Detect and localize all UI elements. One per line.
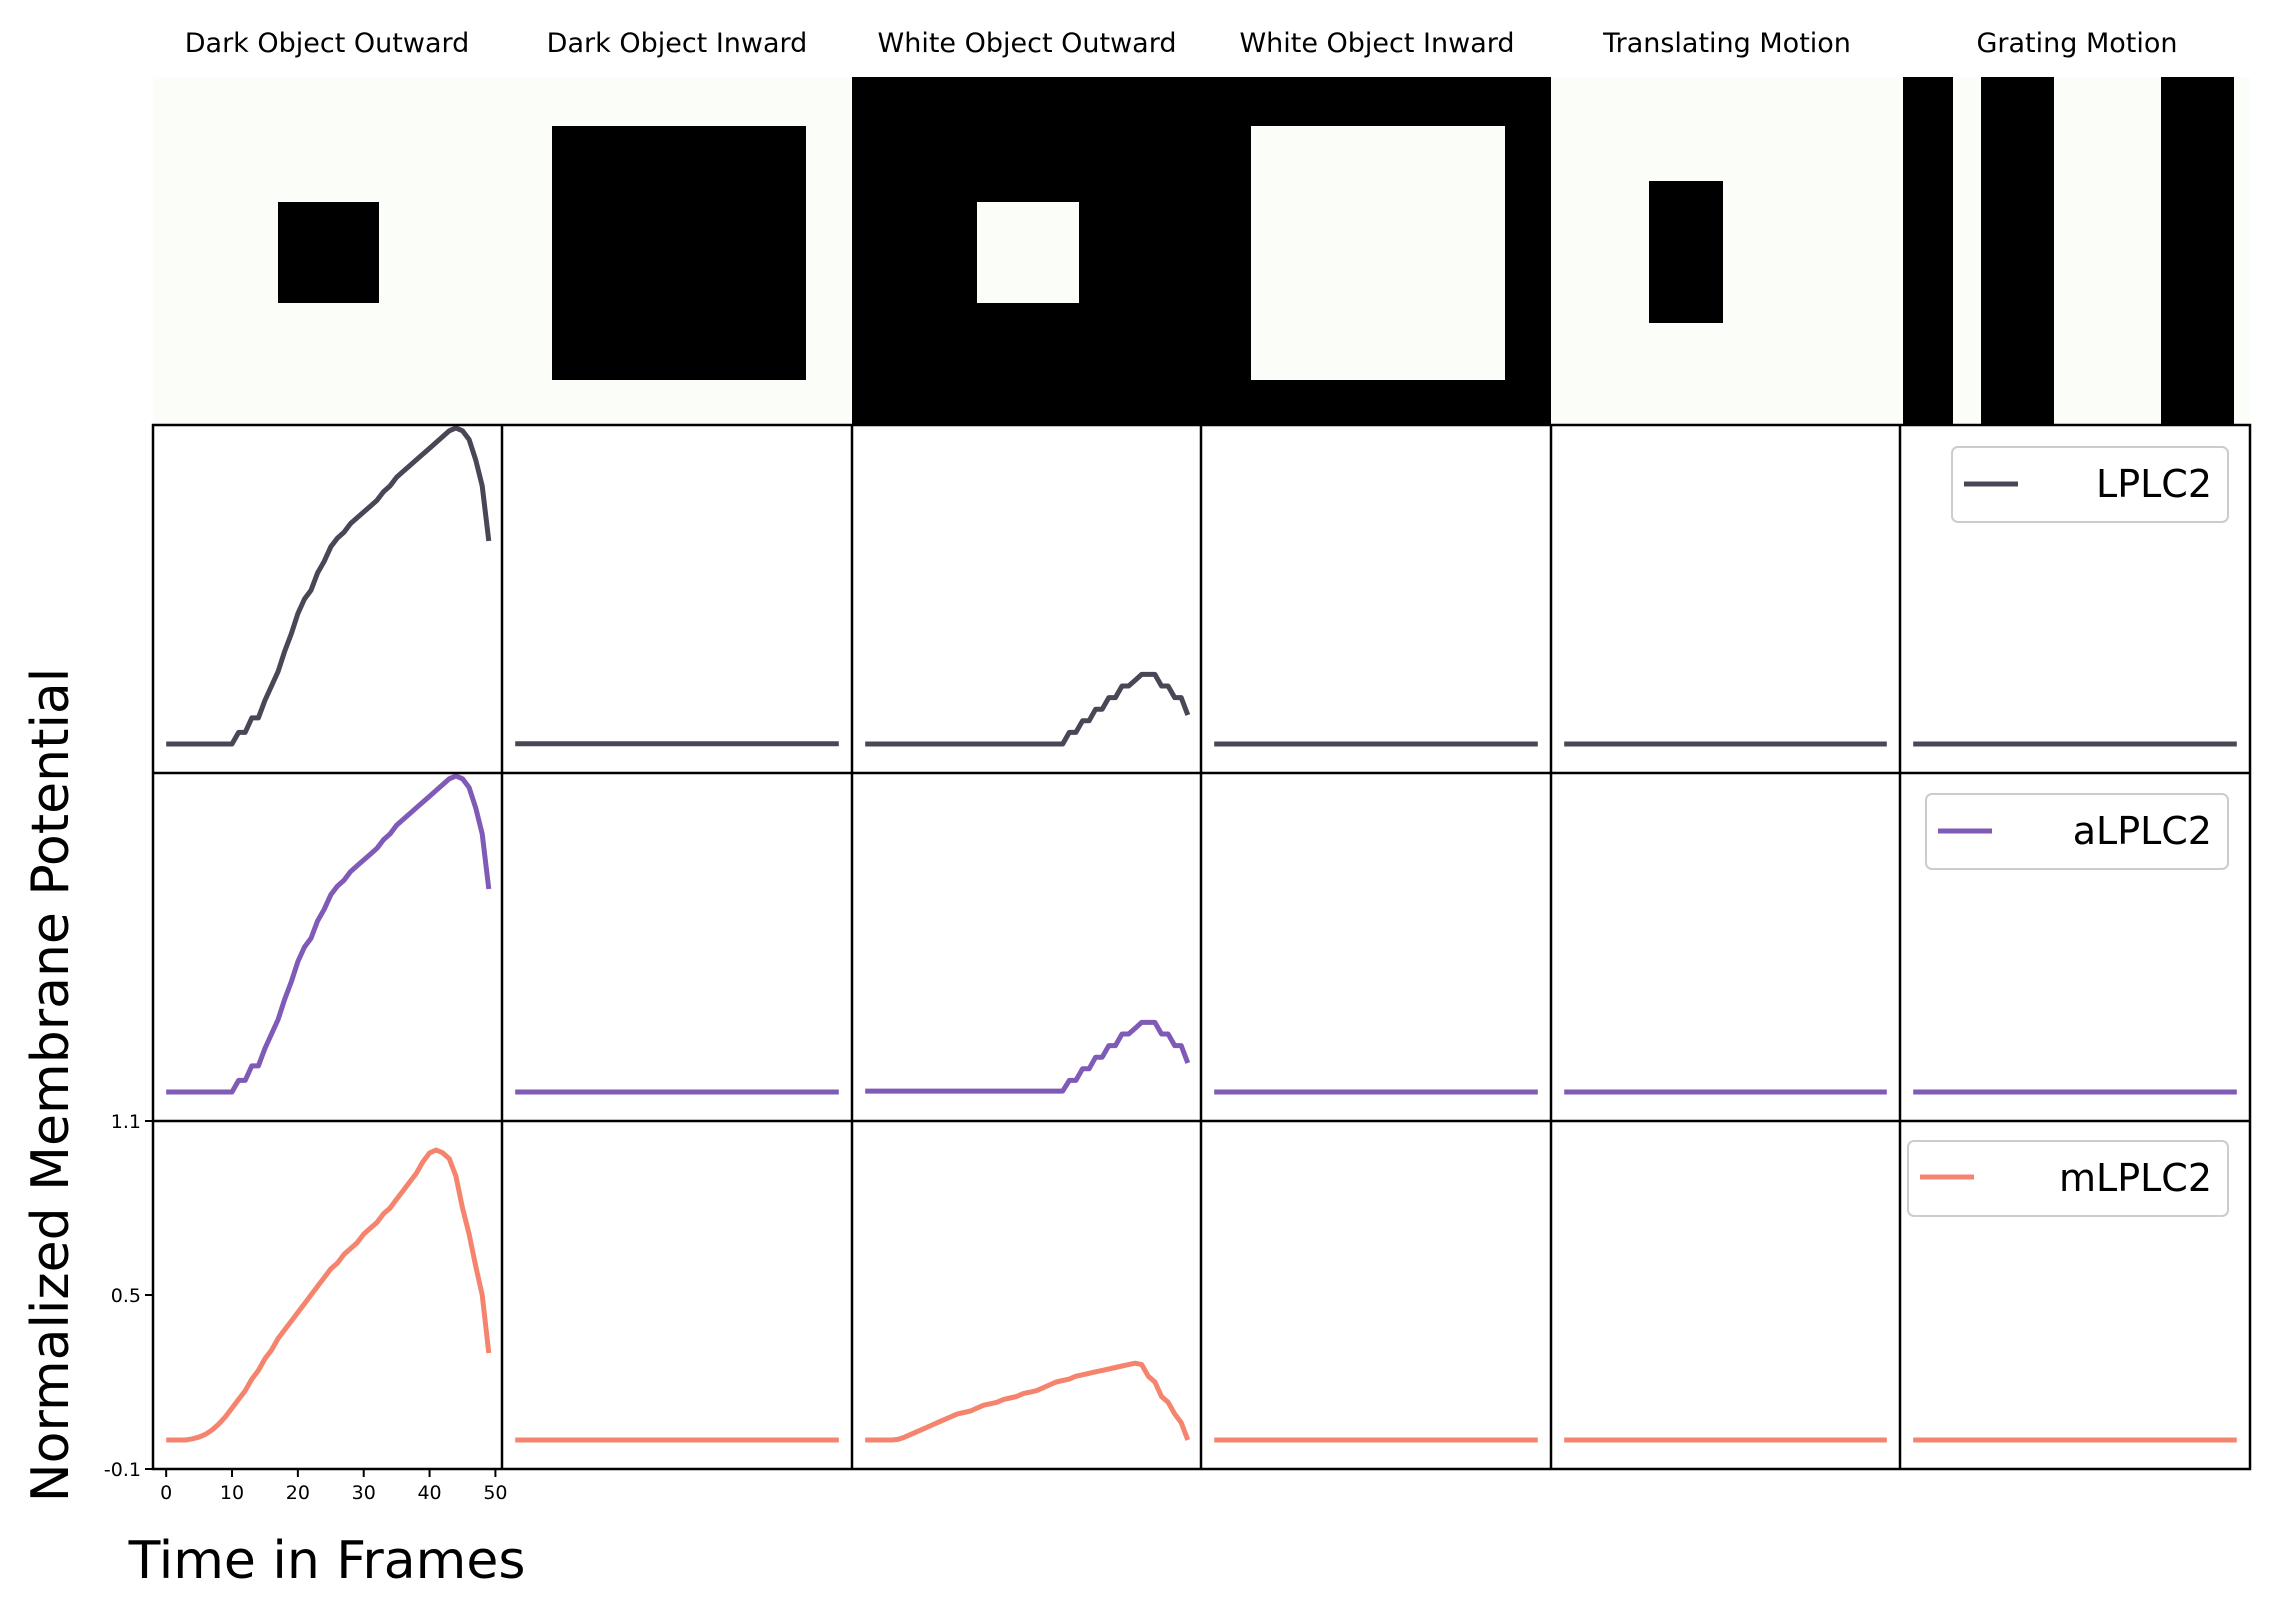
column-title-dark-object-inward: Dark Object Inward	[547, 28, 808, 59]
stimulus-translating-motion	[1551, 77, 1900, 425]
x-axis-label: Time in Frames	[128, 1531, 526, 1591]
y-axis-label: Normalized Membrane Potential	[21, 668, 81, 1502]
y-tick-label: -0.1	[104, 1459, 141, 1481]
column-title-translating-motion: Translating Motion	[1602, 28, 1851, 59]
legends: LPLC2 aLPLC2 mLPLC2	[1907, 446, 2229, 1217]
series-line-lplc2-white-object-outward	[865, 671, 1191, 747]
x-tick-label: 0	[160, 1482, 172, 1504]
legend-alplc2: aLPLC2	[1925, 793, 2229, 870]
x-tick-label: 30	[352, 1482, 376, 1504]
y-tick-label: 0.5	[111, 1285, 141, 1307]
series-line-alplc2-white-object-outward	[865, 1019, 1191, 1094]
column-titles: Dark Object Outward Dark Object Inward W…	[185, 28, 2178, 59]
x-tick-label: 40	[417, 1482, 441, 1504]
x-tick-label: 10	[220, 1482, 244, 1504]
series-line-lplc2-dark-object-outward	[166, 425, 492, 747]
x-tick-label: 20	[286, 1482, 310, 1504]
legend-label-lplc2: LPLC2	[2096, 462, 2212, 506]
column-title-white-object-inward: White Object Inward	[1239, 28, 1514, 59]
shared-axes: -0.1 0.5 1.1 0 10 20 30 40 50	[104, 423, 2252, 1504]
legend-lplc2: LPLC2	[1951, 446, 2229, 523]
x-tick-label: 50	[483, 1482, 507, 1504]
column-title-grating-motion: Grating Motion	[1976, 28, 2177, 59]
legend-label-mlplc2: mLPLC2	[2059, 1156, 2212, 1200]
legend-label-alplc2: aLPLC2	[2073, 809, 2212, 853]
stimulus-images	[153, 77, 2250, 425]
stimulus-white-object-outward	[852, 77, 1201, 425]
legend-mlplc2: mLPLC2	[1907, 1140, 2229, 1217]
stimulus-white-object-inward	[1201, 77, 1551, 425]
stimulus-dark-object-inward	[502, 77, 852, 425]
column-title-dark-object-outward: Dark Object Outward	[185, 28, 470, 59]
column-title-white-object-outward: White Object Outward	[878, 28, 1177, 59]
series-line-mlplc2-dark-object-outward	[166, 1147, 492, 1443]
stimulus-dark-object-outward	[153, 77, 502, 425]
stimulus-grating-motion	[1900, 77, 2250, 425]
y-tick-label: 1.1	[111, 1111, 141, 1133]
series-line-mlplc2-white-object-outward	[865, 1360, 1191, 1443]
series-line-alplc2-dark-object-outward	[166, 773, 492, 1095]
response-panels	[166, 425, 2237, 1443]
